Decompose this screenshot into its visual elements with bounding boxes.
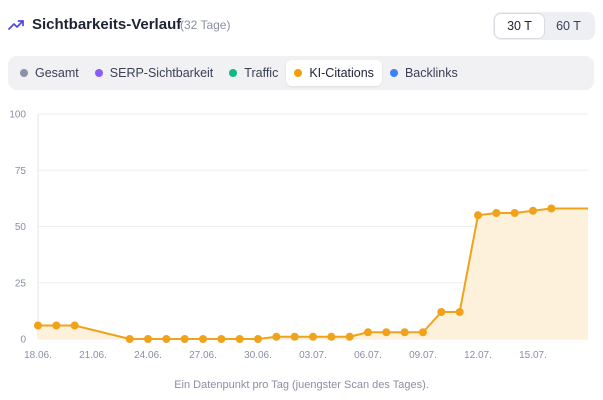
- data-point: [70, 321, 79, 330]
- chart-header: Sichtbarkeits-Verlauf (32 Tage) 30 T 60 …: [8, 10, 595, 40]
- series-line: [38, 207, 588, 340]
- x-tick-label: 18.06.: [24, 350, 52, 361]
- x-tick-label: 30.06.: [244, 350, 272, 361]
- metric-tabs: Gesamt SERP-Sichtbarkeit Traffic KI-Cita…: [8, 56, 594, 90]
- data-point: [34, 321, 42, 330]
- data-point: [309, 332, 317, 341]
- data-point: [382, 328, 391, 337]
- y-tick-label: 75: [15, 166, 27, 177]
- tab-label: SERP-Sichtbarkeit: [109, 66, 214, 80]
- data-point: [235, 335, 244, 343]
- x-tick-label: 03.07.: [299, 350, 327, 361]
- chart-title: Sichtbarkeits-Verlauf: [32, 16, 182, 33]
- data-point: [180, 335, 189, 343]
- x-tick-label: 12.07.: [464, 350, 492, 361]
- data-point: [437, 308, 446, 316]
- data-point: [529, 206, 537, 215]
- trending-up-icon: [8, 20, 24, 30]
- backlinks-dot-icon: [389, 69, 398, 77]
- data-point: [290, 332, 299, 341]
- data-point: [327, 332, 336, 341]
- data-point: [364, 328, 372, 337]
- tab-serp-sichtbarkeit[interactable]: SERP-Sichtbarkeit: [87, 60, 222, 86]
- tab-label: KI-Citations: [309, 66, 374, 80]
- y-tick-label: 100: [9, 110, 26, 121]
- data-point: [455, 308, 464, 316]
- x-tick-label: 24.06.: [134, 350, 162, 361]
- y-tick-label: 25: [15, 278, 27, 289]
- x-tick-label: 15.07.: [519, 350, 547, 361]
- y-tick-label: 0: [20, 335, 26, 346]
- data-point: [254, 335, 262, 343]
- data-point: [547, 204, 556, 213]
- ki-citations-dot-icon: [294, 69, 303, 77]
- chart-subtitle: (32 Tage): [180, 18, 231, 32]
- data-point: [272, 332, 281, 341]
- data-point: [474, 211, 482, 220]
- chart-footnote: Ein Datenpunkt pro Tag (juengster Scan d…: [174, 379, 429, 391]
- data-point: [125, 335, 134, 343]
- data-point: [345, 332, 354, 341]
- data-point: [419, 328, 427, 337]
- x-tick-label: 09.07.: [409, 350, 437, 361]
- data-point: [199, 335, 207, 343]
- tab-label: Traffic: [244, 66, 279, 80]
- data-point: [400, 328, 409, 337]
- x-tick-label: 06.07.: [354, 350, 382, 361]
- range-30-days-button[interactable]: 30 T: [495, 14, 544, 38]
- tab-label: Backlinks: [404, 66, 458, 80]
- data-point: [52, 321, 61, 330]
- data-point: [510, 209, 519, 217]
- data-point: [217, 335, 226, 343]
- tab-gesamt[interactable]: Gesamt: [12, 60, 87, 86]
- series-area: [38, 208, 588, 339]
- data-point: [144, 335, 152, 343]
- tab-backlinks[interactable]: Backlinks: [382, 60, 466, 86]
- x-tick-label: 21.06.: [79, 350, 107, 361]
- data-point: [162, 335, 171, 343]
- visibility-chart: 0 25 50 75 100 18.06. 21.06. 24.06. 27.06. 30.06.…: [9, 110, 588, 361]
- tab-label: Gesamt: [35, 66, 79, 80]
- x-tick-label: 27.06.: [189, 350, 217, 361]
- tab-traffic[interactable]: Traffic: [221, 60, 286, 86]
- range-toggle: 30 T 60 T: [493, 12, 595, 40]
- range-60-days-button[interactable]: 60 T: [556, 19, 581, 33]
- serp-dot-icon: [94, 69, 103, 77]
- tab-ki-citations[interactable]: KI-Citations: [286, 60, 382, 86]
- traffic-dot-icon: [229, 69, 238, 77]
- y-tick-label: 50: [15, 222, 27, 233]
- gesamt-dot-icon: [20, 69, 28, 77]
- data-point: [492, 209, 501, 217]
